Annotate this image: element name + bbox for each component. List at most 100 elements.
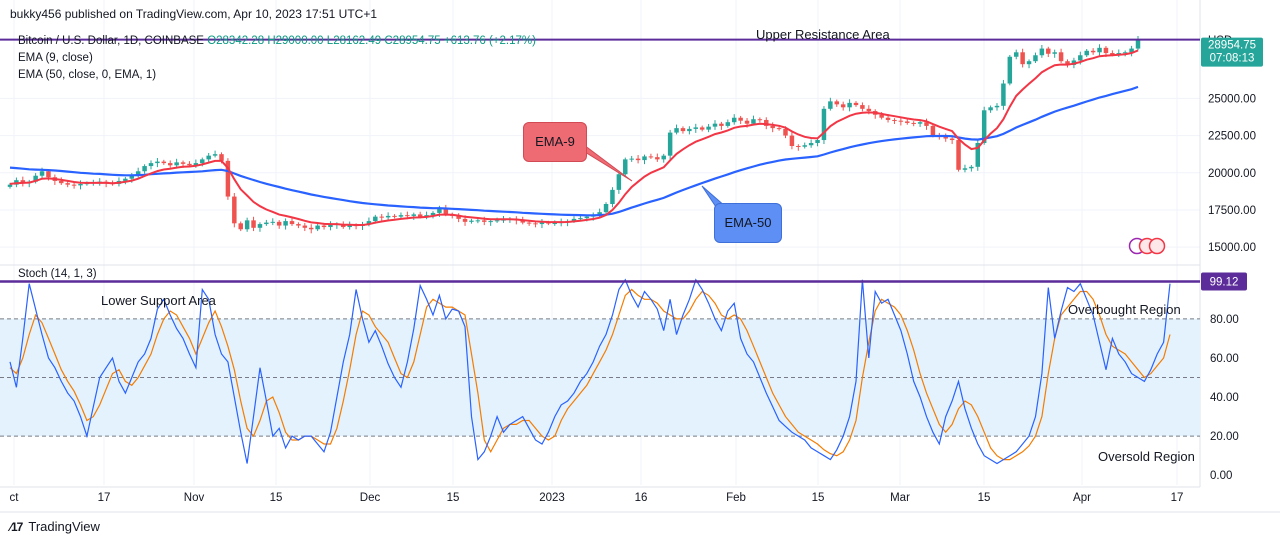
candle-body xyxy=(764,119,769,126)
candle-body xyxy=(161,161,167,164)
stoch-legend[interactable]: Stoch (14, 1, 3) xyxy=(18,268,97,280)
candle-body xyxy=(232,196,237,224)
candle-body xyxy=(411,214,417,216)
candle-body xyxy=(257,224,263,228)
candle-body xyxy=(398,215,404,217)
time-tick-label: 16 xyxy=(635,492,648,504)
candle-body xyxy=(860,105,865,109)
ema9-line xyxy=(9,49,1139,226)
candle-body xyxy=(1046,48,1051,54)
candle-body xyxy=(539,222,545,225)
candle-body xyxy=(78,183,83,186)
time-tick-label: Feb xyxy=(726,492,746,504)
time-tick-label: Nov xyxy=(184,492,205,504)
candle-body xyxy=(1026,61,1032,65)
candle-body xyxy=(469,220,474,222)
candle-body xyxy=(321,225,327,228)
candle-body xyxy=(892,119,897,121)
candle-body xyxy=(693,127,699,129)
candle-body xyxy=(366,221,372,225)
candle-body xyxy=(193,163,199,166)
candle-body xyxy=(719,123,724,126)
candle-body xyxy=(296,224,301,226)
time-tick-label: 15 xyxy=(447,492,460,504)
candle-body xyxy=(1013,52,1019,57)
price-tick-label: 15000.00 xyxy=(1208,242,1256,254)
candle-body xyxy=(655,157,660,160)
candle-body xyxy=(706,126,711,130)
candle-body xyxy=(635,158,641,161)
price-tick-label: 25000.00 xyxy=(1208,93,1256,105)
stoch-tick-label: 80.00 xyxy=(1210,314,1239,326)
candle-body xyxy=(276,221,282,226)
candle-body xyxy=(725,122,731,126)
candle-body xyxy=(699,127,705,130)
candle-body xyxy=(475,220,481,222)
candle-body xyxy=(212,154,218,156)
candle-body xyxy=(283,221,288,226)
candle-body xyxy=(616,174,622,190)
ohlc-close: C28954.75 xyxy=(384,35,441,47)
candle-body xyxy=(969,166,974,169)
candle-body xyxy=(1129,48,1134,53)
candle-body xyxy=(33,175,38,182)
stoch-tick-label: 60.00 xyxy=(1210,353,1239,365)
candle-body xyxy=(1122,52,1128,54)
candle-body xyxy=(783,128,788,136)
candle-body xyxy=(443,208,449,215)
candle-body xyxy=(930,125,936,136)
candle-body xyxy=(744,120,750,124)
candle-body xyxy=(629,158,634,160)
candle-body xyxy=(264,222,269,225)
candle-body xyxy=(129,175,135,179)
candle-body xyxy=(975,143,981,167)
ema50-legend[interactable]: EMA (50, close, 0, EMA, 1) xyxy=(18,69,157,81)
stoch-tick-label: 0.00 xyxy=(1210,470,1232,482)
candle-body xyxy=(526,222,532,224)
candle-body xyxy=(430,212,436,216)
candle-body xyxy=(1116,53,1122,55)
tradingview-logo[interactable]: ⁄17 TradingView xyxy=(10,519,100,534)
candle-body xyxy=(546,222,551,224)
candle-body xyxy=(667,132,673,156)
candle-body xyxy=(7,184,13,187)
ohlc-open: O28342.28 xyxy=(207,35,265,47)
candle-body xyxy=(571,218,577,222)
candle-body xyxy=(462,218,468,222)
price-tick-label: 20000.00 xyxy=(1208,168,1256,180)
candle-body xyxy=(251,220,256,228)
time-tick-label: ct xyxy=(10,492,20,504)
candle-body xyxy=(808,143,814,146)
time-tick-label: 15 xyxy=(270,492,283,504)
ema9-legend[interactable]: EMA (9, close) xyxy=(18,52,93,64)
last-price-value: 28954.75 xyxy=(1208,40,1256,52)
candle-body xyxy=(578,218,583,220)
candle-body xyxy=(206,155,211,160)
stoch-d-line xyxy=(9,288,1171,461)
candle-body xyxy=(1052,52,1057,54)
candle-body xyxy=(898,120,904,122)
candle-body xyxy=(520,220,525,223)
candle-body xyxy=(911,122,916,124)
candle-body xyxy=(821,108,827,141)
candle-body xyxy=(238,223,243,230)
candle-body xyxy=(994,105,1000,108)
candle-body xyxy=(1039,48,1045,56)
candle-body xyxy=(751,119,756,124)
stoch-band xyxy=(0,318,1200,437)
candle-body xyxy=(20,180,26,184)
candle-body xyxy=(680,128,686,132)
ema9-callout: EMA-9 xyxy=(523,122,587,162)
candle-body xyxy=(610,189,615,204)
candle-body xyxy=(174,162,179,166)
last-price-tag xyxy=(1201,37,1263,67)
ohlc-high: H29000.00 xyxy=(267,35,324,47)
event-flag-icon xyxy=(1148,237,1166,255)
stoch-last-value: 99.12 xyxy=(1210,276,1239,288)
candle-body xyxy=(1020,52,1025,65)
candle-body xyxy=(597,212,602,216)
candle-body xyxy=(392,215,397,217)
candle-body xyxy=(533,223,538,225)
candle-body xyxy=(1058,52,1064,62)
